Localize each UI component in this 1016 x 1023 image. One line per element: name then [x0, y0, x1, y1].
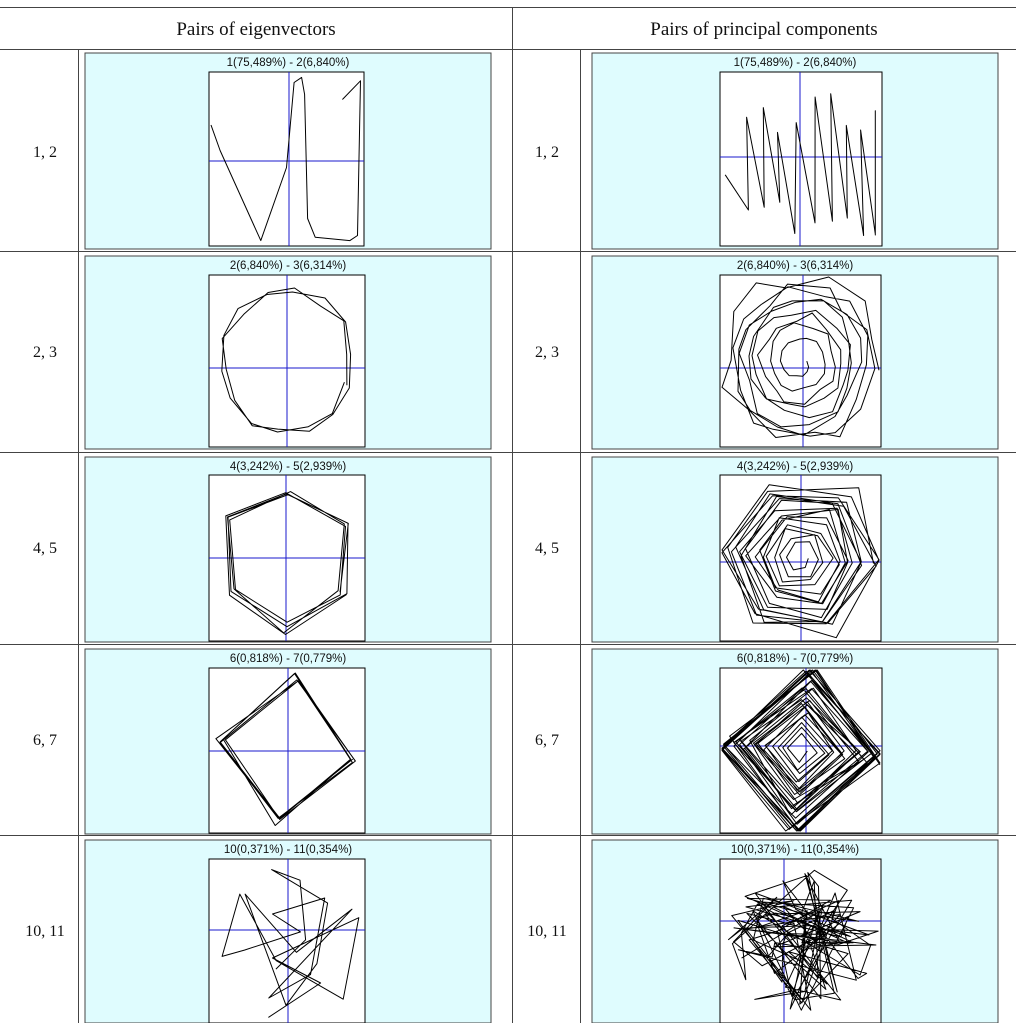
row-label-4-pc: 6, 7	[535, 732, 559, 749]
plot-title-pc-5: 10(0,371%) - 11(0,354%)	[731, 844, 859, 856]
row-label-2: 2, 3	[33, 344, 57, 361]
trajectory-pc-1	[724, 93, 876, 236]
plot-title-eig-2: 2(6,840%) - 3(6,314%)	[230, 260, 347, 272]
plot-area-eig-1	[208, 71, 365, 247]
plot-title-eig-3: 4(3,242%) - 5(2,939%)	[230, 461, 347, 473]
trajectory-pc-4	[721, 669, 881, 832]
trajectory-eig-4	[215, 672, 357, 826]
row-label-3-pc: 4, 5	[535, 540, 559, 557]
row-label-1: 1, 2	[33, 144, 57, 161]
plot-title-pc-3: 4(3,242%) - 5(2,939%)	[737, 461, 854, 473]
table-rules	[0, 7, 1016, 1023]
trajectory-eig-3	[225, 491, 349, 635]
row-label-4: 6, 7	[33, 732, 57, 749]
plot-area-pc-2	[719, 274, 882, 448]
plot-title-pc-2: 2(6,840%) - 3(6,314%)	[737, 260, 854, 272]
plot-title-eig-5: 10(0,371%) - 11(0,354%)	[224, 844, 352, 856]
trajectory-eig-1	[210, 76, 361, 242]
trajectory-eig-2	[221, 287, 352, 433]
trajectory-pc-2	[721, 276, 880, 438]
trajectory-pc-3	[721, 484, 880, 639]
plot-title-pc-1: 1(75,489%) - 2(6,840%)	[734, 57, 857, 69]
row-label-5: 10, 11	[25, 923, 64, 940]
row-labels: 1, 2 2, 3 4, 5 6, 7 10, 11 1, 2 2, 3 4, …	[25, 144, 566, 940]
header-principal-components: Pairs of principal components	[650, 19, 877, 40]
plot-title-pc-4: 6(0,818%) - 7(0,779%)	[737, 653, 854, 665]
plot-title-eig-1: 1(75,489%) - 2(6,840%)	[227, 57, 350, 69]
header-eigenvectors: Pairs of eigenvectors	[176, 19, 335, 40]
row-label-3: 4, 5	[33, 540, 57, 557]
row-label-1-pc: 1, 2	[535, 144, 559, 161]
trajectory-eig-5	[221, 869, 360, 1018]
plot-area-pc-1	[719, 71, 883, 247]
plot-panels: 1(75,489%) - 2(6,840%) 1(75,489%) - 2(6,8…	[84, 52, 999, 1023]
row-label-2-pc: 2, 3	[535, 344, 559, 361]
trajectory-pc-5	[728, 869, 879, 1011]
row-label-5-pc: 10, 11	[527, 923, 566, 940]
plot-title-eig-4: 6(0,818%) - 7(0,779%)	[230, 653, 347, 665]
